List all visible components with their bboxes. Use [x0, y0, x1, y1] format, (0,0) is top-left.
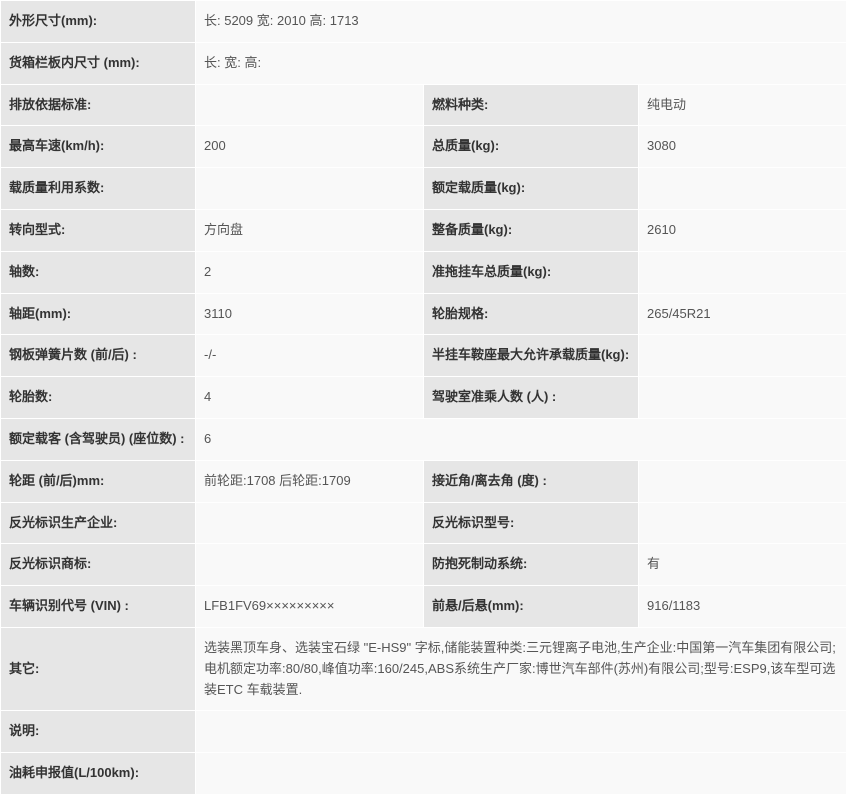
spec-label: 货箱栏板内尺寸 (mm): — [1, 42, 196, 84]
spec-label: 防抱死制动系统: — [424, 544, 639, 586]
spec-value — [196, 168, 424, 210]
spec-label: 轮胎规格: — [424, 293, 639, 335]
spec-value: 265/45R21 — [639, 293, 846, 335]
spec-label: 最高车速(km/h): — [1, 126, 196, 168]
table-row: 排放依据标准: 燃料种类:纯电动 — [1, 84, 846, 126]
table-row: 轴距(mm):3110轮胎规格:265/45R21 — [1, 293, 846, 335]
spec-value: 3110 — [196, 293, 424, 335]
table-row: 轮距 (前/后)mm:前轮距:1708 后轮距:1709接近角/离去角 (度) … — [1, 460, 846, 502]
table-row: 最高车速(km/h):200总质量(kg):3080 — [1, 126, 846, 168]
spec-value: -/- — [196, 335, 424, 377]
spec-label: 轴数: — [1, 251, 196, 293]
spec-label: 钢板弹簧片数 (前/后) : — [1, 335, 196, 377]
spec-label: 轴距(mm): — [1, 293, 196, 335]
table-row: 反光标识生产企业: 反光标识型号: — [1, 502, 846, 544]
spec-value: 4 — [196, 377, 424, 419]
spec-value — [639, 335, 846, 377]
spec-label: 总质量(kg): — [424, 126, 639, 168]
spec-table-body: 外形尺寸(mm):长: 5209 宽: 2010 高: 1713货箱栏板内尺寸 … — [1, 1, 846, 795]
table-row: 车辆识别代号 (VIN) :LFB1FV69×××××××××前悬/后悬(mm)… — [1, 586, 846, 628]
table-row: 反光标识商标: 防抱死制动系统:有 — [1, 544, 846, 586]
spec-label: 燃料种类: — [424, 84, 639, 126]
spec-value: 6 — [196, 418, 846, 460]
spec-value: 200 — [196, 126, 424, 168]
spec-value — [196, 84, 424, 126]
spec-value — [196, 544, 424, 586]
spec-label: 额定载客 (含驾驶员) (座位数) : — [1, 418, 196, 460]
spec-label: 驾驶室准乘人数 (人) : — [424, 377, 639, 419]
spec-value: 长: 宽: 高: — [196, 42, 846, 84]
spec-value: 有 — [639, 544, 846, 586]
spec-value: 前轮距:1708 后轮距:1709 — [196, 460, 424, 502]
table-row: 其它:选装黑顶车身、选装宝石绿 "E-HS9" 字标,储能装置种类:三元锂离子电… — [1, 627, 846, 710]
spec-value — [639, 168, 846, 210]
spec-value — [196, 711, 846, 753]
spec-label: 排放依据标准: — [1, 84, 196, 126]
spec-value — [196, 502, 424, 544]
table-row: 货箱栏板内尺寸 (mm):长: 宽: 高: — [1, 42, 846, 84]
spec-label: 反光标识商标: — [1, 544, 196, 586]
spec-label: 整备质量(kg): — [424, 209, 639, 251]
spec-label: 油耗申报值(L/100km): — [1, 753, 196, 795]
spec-label: 准拖挂车总质量(kg): — [424, 251, 639, 293]
table-row: 轮胎数:4驾驶室准乘人数 (人) : — [1, 377, 846, 419]
spec-value — [196, 753, 846, 795]
spec-label: 车辆识别代号 (VIN) : — [1, 586, 196, 628]
table-row: 油耗申报值(L/100km): — [1, 753, 846, 795]
spec-label: 半挂车鞍座最大允许承载质量(kg): — [424, 335, 639, 377]
spec-label: 说明: — [1, 711, 196, 753]
spec-label: 轮胎数: — [1, 377, 196, 419]
spec-value: LFB1FV69××××××××× — [196, 586, 424, 628]
spec-label: 转向型式: — [1, 209, 196, 251]
spec-value: 3080 — [639, 126, 846, 168]
table-row: 轴数:2准拖挂车总质量(kg): — [1, 251, 846, 293]
spec-label: 反光标识型号: — [424, 502, 639, 544]
vehicle-spec-table: 外形尺寸(mm):长: 5209 宽: 2010 高: 1713货箱栏板内尺寸 … — [0, 0, 846, 795]
table-row: 钢板弹簧片数 (前/后) :-/-半挂车鞍座最大允许承载质量(kg): — [1, 335, 846, 377]
spec-value — [639, 460, 846, 502]
spec-value — [639, 251, 846, 293]
spec-label: 反光标识生产企业: — [1, 502, 196, 544]
spec-label: 外形尺寸(mm): — [1, 1, 196, 43]
table-row: 说明: — [1, 711, 846, 753]
spec-label: 轮距 (前/后)mm: — [1, 460, 196, 502]
spec-value: 2610 — [639, 209, 846, 251]
spec-value: 916/1183 — [639, 586, 846, 628]
spec-value — [639, 502, 846, 544]
spec-label: 前悬/后悬(mm): — [424, 586, 639, 628]
spec-value: 选装黑顶车身、选装宝石绿 "E-HS9" 字标,储能装置种类:三元锂离子电池,生… — [196, 627, 846, 710]
table-row: 转向型式:方向盘整备质量(kg):2610 — [1, 209, 846, 251]
spec-value: 2 — [196, 251, 424, 293]
spec-value — [639, 377, 846, 419]
spec-value: 长: 5209 宽: 2010 高: 1713 — [196, 1, 846, 43]
table-row: 额定载客 (含驾驶员) (座位数) :6 — [1, 418, 846, 460]
spec-label: 额定载质量(kg): — [424, 168, 639, 210]
spec-label: 其它: — [1, 627, 196, 710]
spec-label: 接近角/离去角 (度) : — [424, 460, 639, 502]
spec-label: 载质量利用系数: — [1, 168, 196, 210]
table-row: 载质量利用系数: 额定载质量(kg): — [1, 168, 846, 210]
spec-value: 方向盘 — [196, 209, 424, 251]
table-row: 外形尺寸(mm):长: 5209 宽: 2010 高: 1713 — [1, 1, 846, 43]
spec-value: 纯电动 — [639, 84, 846, 126]
